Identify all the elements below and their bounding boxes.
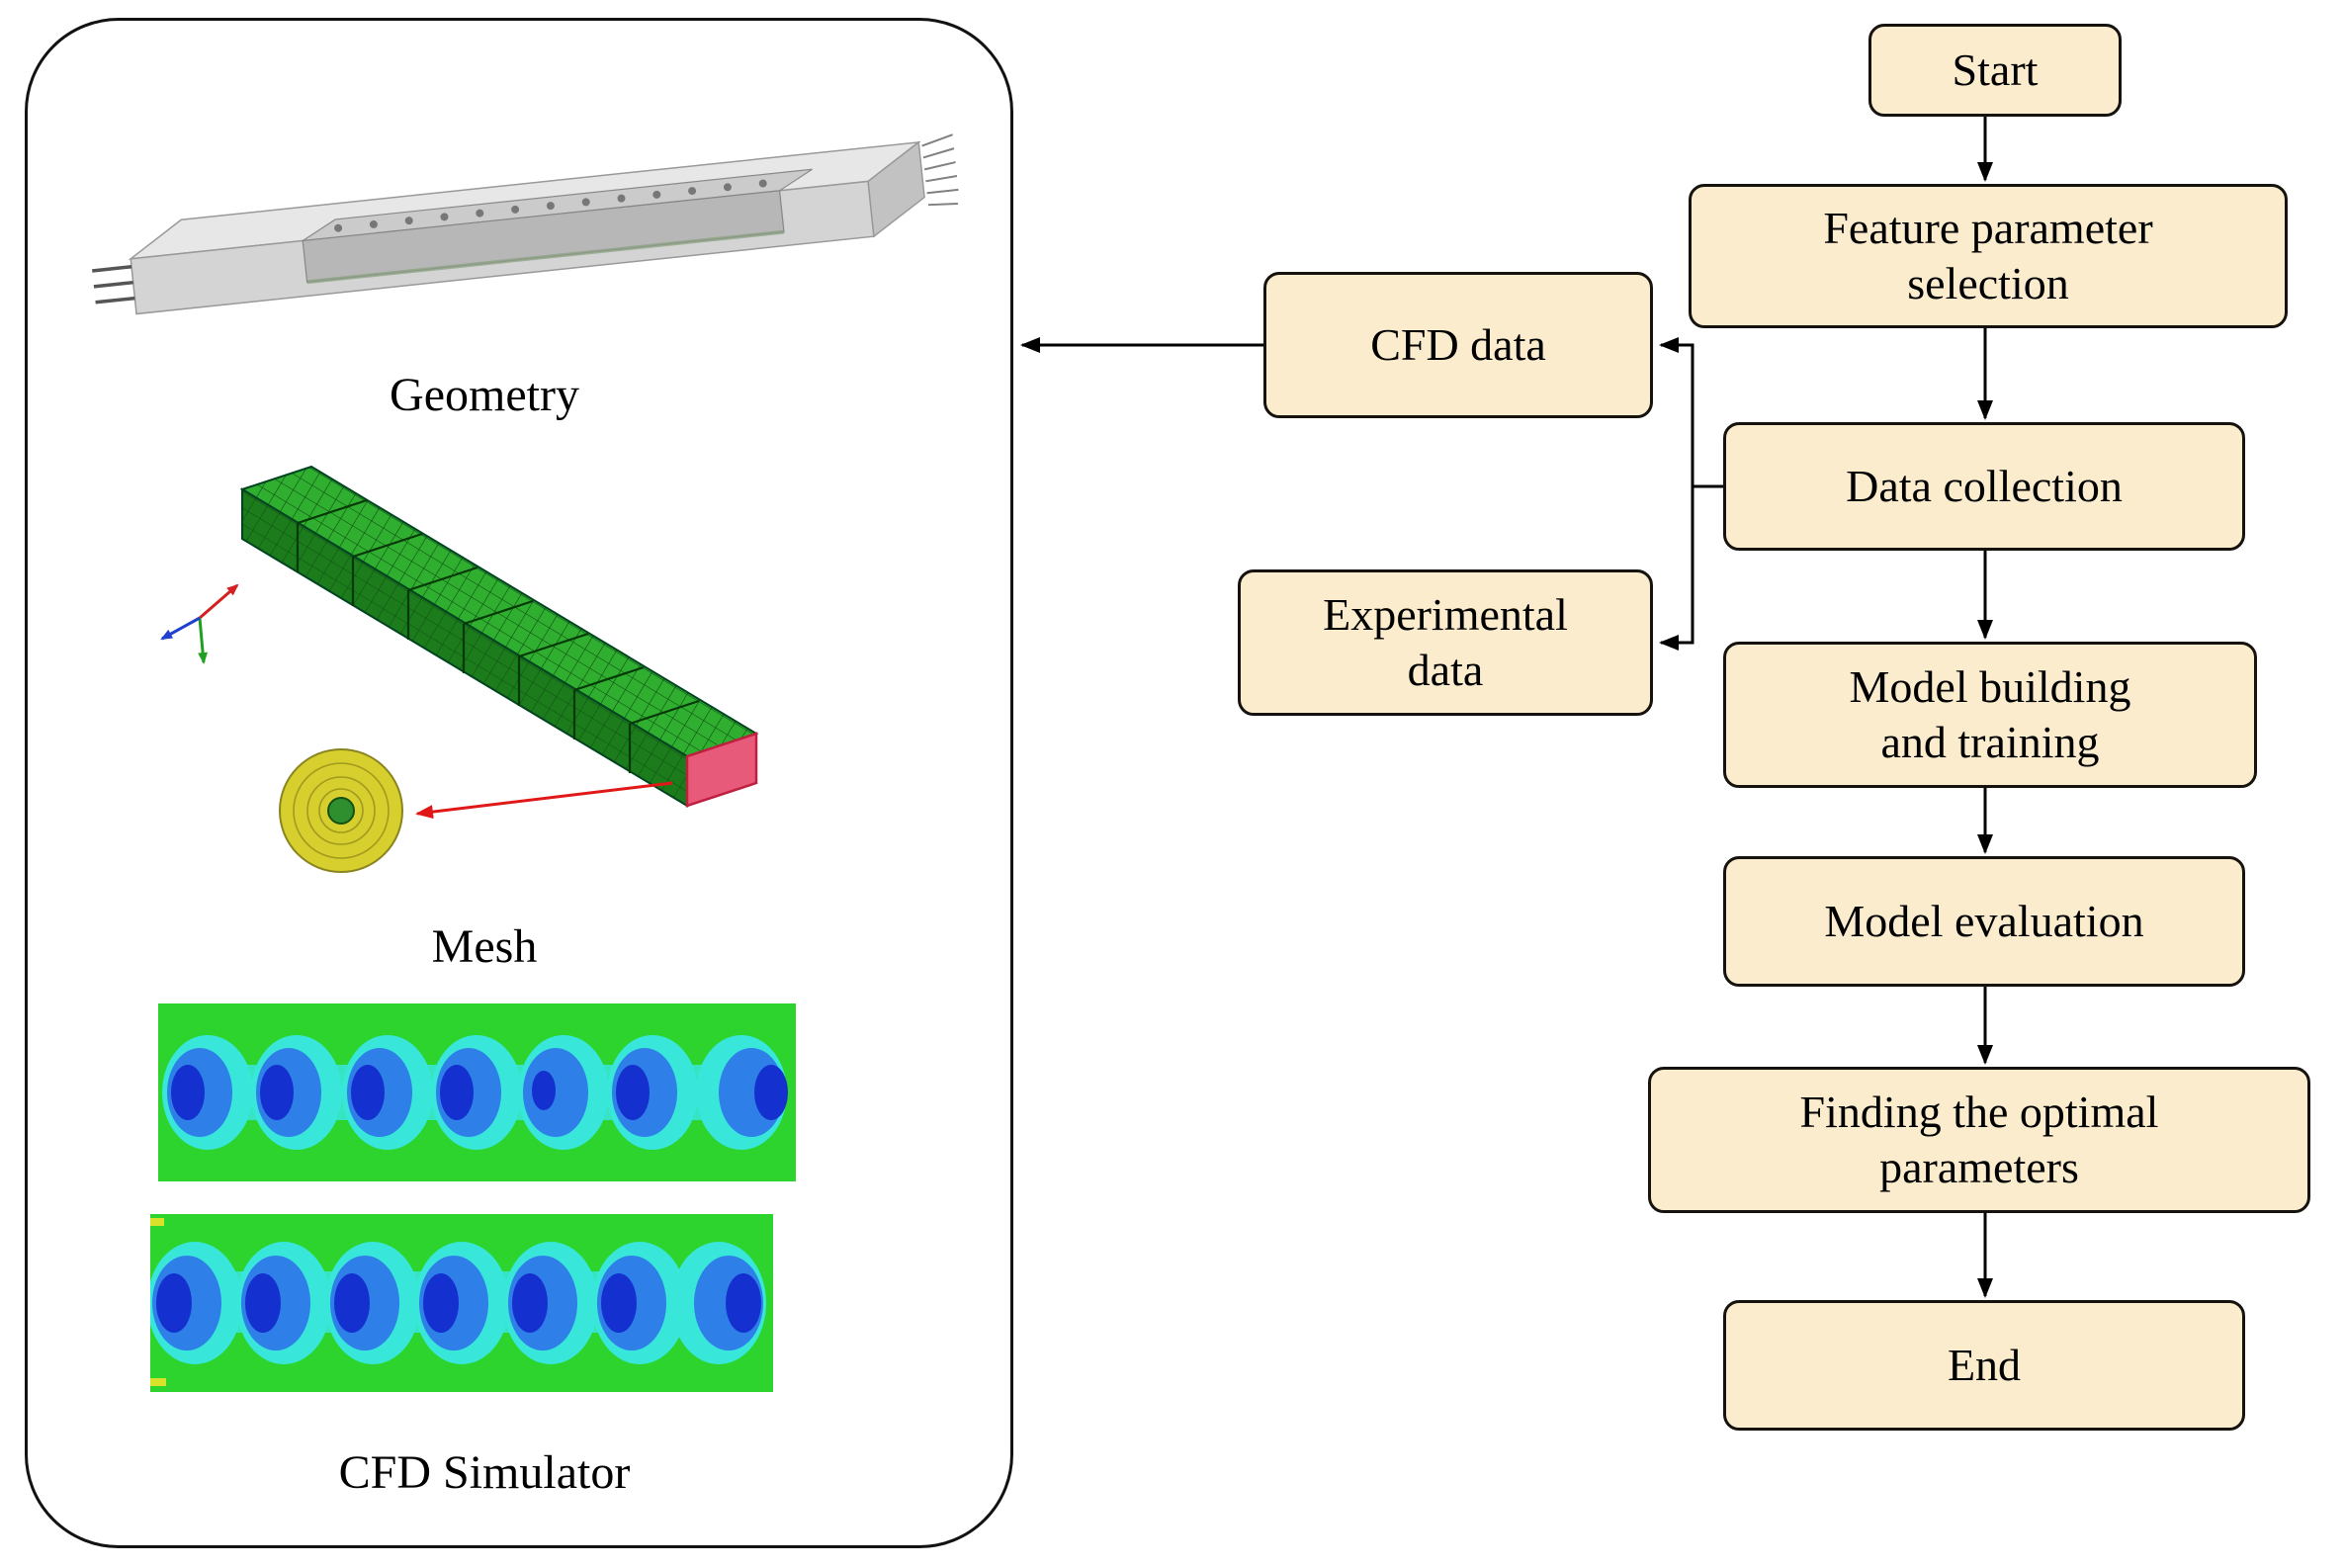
- flow-node-label: Model evaluation: [1824, 895, 2144, 946]
- mesh-image: [160, 465, 759, 873]
- flow-node-data-collection: Data collection: [1723, 422, 2245, 551]
- flow-node-start: Start: [1868, 24, 2122, 117]
- flow-node-feature-parameter-selection: Feature parameter selection: [1689, 184, 2288, 328]
- cfd-contour-top: [158, 1003, 796, 1181]
- flow-node-cfd-data: CFD data: [1263, 272, 1653, 418]
- flow-node-label: Data collection: [1846, 460, 2123, 511]
- flow-node-label: End: [1947, 1339, 2022, 1390]
- geometry-caption: Geometry: [390, 369, 579, 421]
- mesh-detail-disc: [279, 748, 403, 873]
- cfd-contour-bottom: [150, 1214, 773, 1392]
- mesh-caption: Mesh: [431, 920, 538, 973]
- cfd-simulator-caption: CFD Simulator: [338, 1446, 631, 1499]
- flow-node-finding-optimal-parameters: Finding the optimal parameters: [1648, 1067, 2310, 1213]
- flow-node-model-evaluation: Model evaluation: [1723, 856, 2245, 987]
- geometry-image: [92, 133, 959, 315]
- axis-triad-icon: [160, 583, 239, 664]
- flow-node-end: End: [1723, 1300, 2245, 1431]
- flow-node-label: Model building and training: [1849, 660, 2131, 767]
- flow-node-label: Experimental data: [1323, 588, 1568, 695]
- flow-node-label: CFD data: [1370, 318, 1546, 370]
- flow-node-model-building-and-training: Model building and training: [1723, 642, 2257, 788]
- flow-node-label: Feature parameter selection: [1823, 202, 2153, 308]
- flow-node-experimental-data: Experimental data: [1238, 569, 1653, 716]
- flow-node-label: Start: [1952, 44, 2039, 95]
- flow-node-label: Finding the optimal parameters: [1799, 1086, 2159, 1192]
- detail-pointer-arrow: [415, 781, 673, 820]
